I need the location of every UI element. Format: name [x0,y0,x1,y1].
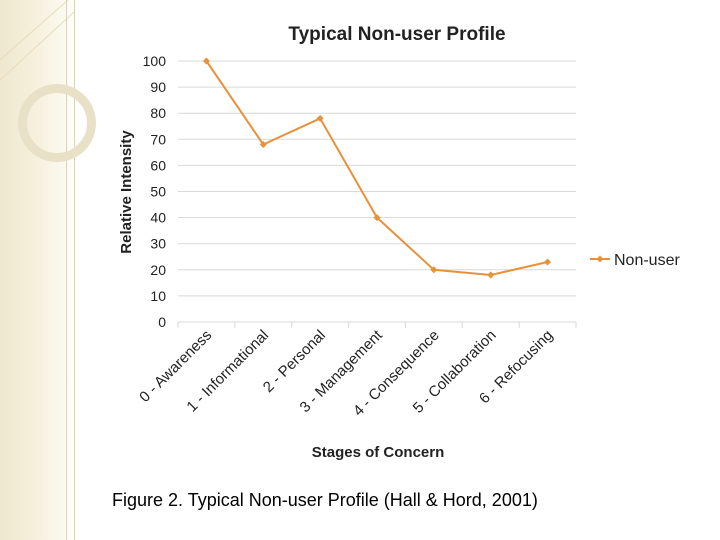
y-tick-label: 100 [143,53,167,69]
data-point [259,141,267,149]
legend: Non-user [590,252,680,269]
y-tick-label: 40 [150,210,166,226]
y-tick-label: 80 [150,105,166,121]
series-line [205,60,548,277]
slide-decor-line [66,0,67,540]
legend-label: Non-user [614,252,680,269]
data-point [430,266,438,274]
y-tick-label: 60 [150,157,166,173]
legend-marker [596,255,604,263]
data-point [202,57,210,65]
slide-decor-ring [18,84,96,162]
y-tick-label: 10 [150,288,166,304]
x-axis-label: Stages of Concern [312,444,445,461]
figure-caption: Figure 2. Typical Non-user Profile (Hall… [112,490,538,510]
data-point [373,214,381,222]
y-tick-labels: 0 10 20 30 40 50 60 70 80 90 100 [143,53,167,330]
data-point [487,271,495,279]
y-tick-label: 0 [158,314,166,330]
slide-decor-line [74,0,75,540]
y-tick-label: 50 [150,184,166,200]
grid-lines [177,60,577,328]
y-tick-label: 20 [150,262,166,278]
data-point [316,114,324,122]
y-tick-label: 70 [150,131,166,147]
y-tick-label: 30 [150,236,166,252]
data-point [544,258,552,266]
slide-decor-lines [0,0,75,81]
chart-title: Typical Non-user Profile [288,24,505,45]
y-axis-label: Relative Intensity [118,130,135,254]
y-tick-label: 90 [150,79,166,95]
series-non-user [202,57,552,279]
